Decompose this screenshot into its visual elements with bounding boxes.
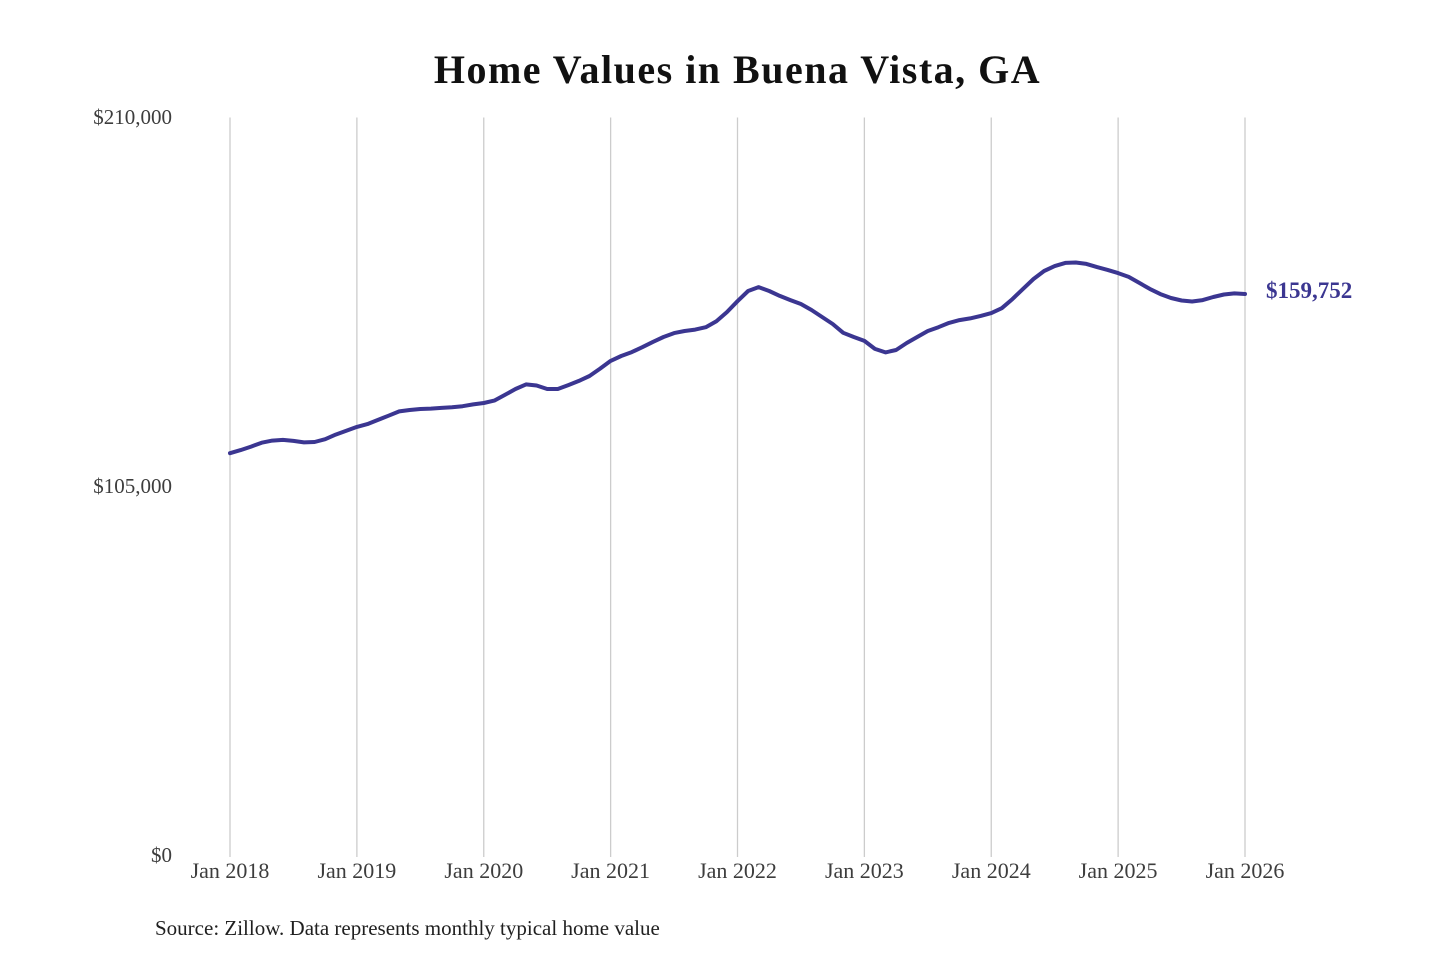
- x-tick-jan-2026: Jan 2026: [1205, 858, 1285, 883]
- home-value-line: [228, 260, 1247, 456]
- x-tick-jan-2018: Jan 2018: [190, 858, 270, 883]
- x-tick-jan-2024: Jan 2024: [951, 858, 1031, 883]
- vertical-gridlines: [229, 117, 1246, 857]
- x-tick-jan-2021: Jan 2021: [571, 858, 650, 883]
- y-tick-0: $0: [151, 843, 172, 867]
- x-tick-jan-2022: Jan 2022: [698, 858, 777, 883]
- y-tick-210000: $210,000: [93, 105, 172, 129]
- y-tick-105000: $105,000: [93, 474, 172, 498]
- current-value-label: $159,752: [1266, 277, 1353, 303]
- chart-title: Home Values in Buena Vista, GA: [433, 47, 1042, 92]
- x-tick-jan-2025: Jan 2025: [1078, 858, 1158, 883]
- x-tick-jan-2020: Jan 2020: [444, 858, 524, 883]
- x-tick-jan-2019: Jan 2019: [317, 858, 397, 883]
- x-tick-jan-2023: Jan 2023: [824, 858, 904, 883]
- source-note: Source: Zillow. Data represents monthly …: [155, 916, 660, 940]
